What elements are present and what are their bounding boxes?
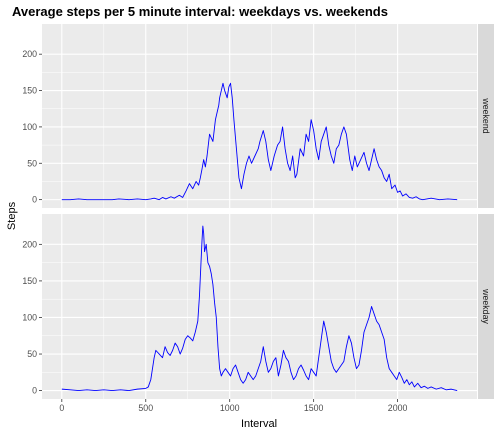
- facet-panel-weekend: 0 50 100 150 200 weekend: [22, 24, 494, 208]
- facet-label-weekday: weekday: [481, 288, 491, 324]
- facet-label-weekend: weekend: [481, 97, 491, 133]
- panel-background: [42, 24, 477, 208]
- y-tick-label: 100: [22, 312, 37, 322]
- x-tick-label: 0: [59, 403, 64, 413]
- y-tick-label: 50: [27, 158, 37, 168]
- facet-strip-weekday: [478, 214, 494, 399]
- facet-panels: 0 50 100 150 200 weekend 0 50 100 150 200 weekday: [22, 24, 494, 399]
- y-tick-label: 200: [22, 239, 37, 249]
- panel-background: [42, 214, 477, 399]
- y-tick-label: 200: [22, 49, 37, 59]
- x-tick-label: 1500: [304, 403, 324, 413]
- y-tick-label: 150: [22, 276, 37, 286]
- facet-panel-weekday: 0 50 100 150 200 weekday: [22, 214, 494, 399]
- x-axis: 0 500 1000 1500 2000: [59, 399, 407, 413]
- x-tick-label: 1000: [220, 403, 240, 413]
- x-tick-label: 2000: [388, 403, 408, 413]
- chart-title: Average steps per 5 minute interval: wee…: [12, 4, 388, 19]
- y-axis-title: Steps: [6, 201, 18, 230]
- series-line-weekday: [61, 225, 458, 392]
- y-tick-label: 150: [22, 86, 37, 96]
- y-tick-label: 0: [32, 386, 37, 396]
- series-line-weekend: [61, 82, 458, 201]
- y-tick-label: 100: [22, 122, 37, 132]
- x-axis-title: Interval: [241, 418, 277, 430]
- y-tick-label: 50: [27, 349, 37, 359]
- x-tick-label: 500: [138, 403, 153, 413]
- facet-strip-weekend: [478, 24, 494, 208]
- y-tick-label: 0: [32, 195, 37, 205]
